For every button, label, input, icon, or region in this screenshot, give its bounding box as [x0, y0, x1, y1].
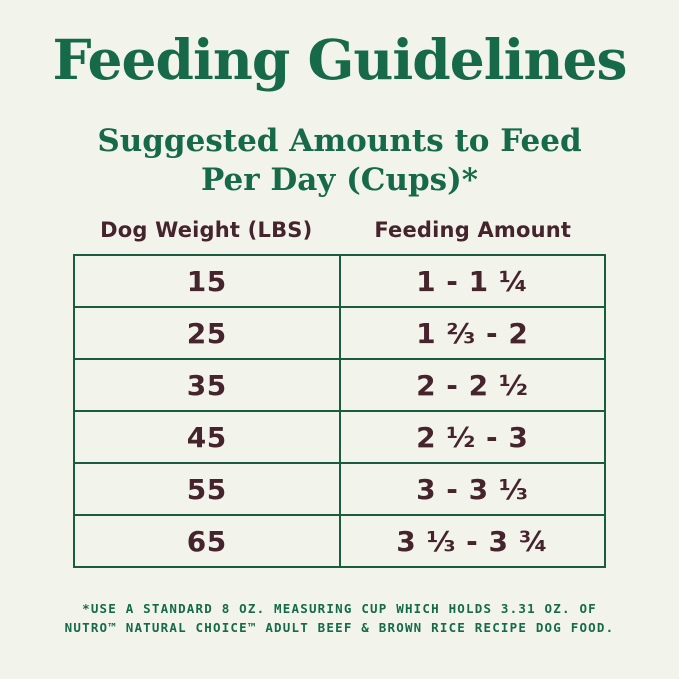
table-row: 55 3 - 3 ⅓	[73, 462, 606, 516]
dog-weight-cell: 45	[73, 410, 341, 464]
feeding-amount-cell: 3 ⅓ - 3 ¾	[338, 514, 606, 568]
table-row: 35 2 - 2 ½	[73, 358, 606, 412]
dog-weight-cell: 25	[73, 306, 341, 360]
dog-weight-cell: 65	[73, 514, 341, 568]
feeding-amount-cell: 1 ⅔ - 2	[338, 306, 606, 360]
page-subtitle: Suggested Amounts to Feed Per Day (Cups)…	[0, 122, 679, 200]
feeding-amount-cell: 2 ½ - 3	[338, 410, 606, 464]
table-row: 25 1 ⅔ - 2	[73, 306, 606, 360]
column-header-feeding-amount: Feeding Amount	[374, 218, 572, 242]
footnote-line-2: NUTRO™ NATURAL CHOICE™ ADULT BEEF & BROW…	[64, 620, 615, 636]
table-row: 65 3 ⅓ - 3 ¾	[73, 514, 606, 568]
dog-weight-cell: 15	[73, 254, 341, 308]
table-column-headers: Dog Weight (LBS) Feeding Amount	[73, 218, 606, 242]
footnote: *USE A STANDARD 8 OZ. MEASURING CUP WHIC…	[0, 599, 679, 638]
table-row: 45 2 ½ - 3	[73, 410, 606, 464]
dog-weight-cell: 55	[73, 462, 341, 516]
table-row: 15 1 - 1 ¼	[73, 254, 606, 308]
dog-weight-cell: 35	[73, 358, 341, 412]
feeding-amount-cell: 3 - 3 ⅓	[338, 462, 606, 516]
subtitle-line-1: Suggested Amounts to Feed	[97, 123, 582, 159]
footnote-line-1: *USE A STANDARD 8 OZ. MEASURING CUP WHIC…	[82, 601, 597, 616]
feeding-table: 15 1 - 1 ¼ 25 1 ⅔ - 2 35 2 - 2 ½ 45 2 ½ …	[73, 254, 606, 568]
feeding-amount-cell: 2 - 2 ½	[338, 358, 606, 412]
page-title: Feeding Guidelines	[52, 27, 627, 92]
feeding-amount-cell: 1 - 1 ¼	[338, 254, 606, 308]
subtitle-line-2: Per Day (Cups)*	[201, 161, 478, 198]
column-header-dog-weight: Dog Weight (LBS)	[100, 218, 313, 242]
